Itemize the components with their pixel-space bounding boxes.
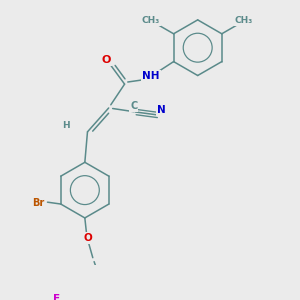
Text: O: O (83, 233, 92, 243)
Text: CH₃: CH₃ (142, 16, 160, 25)
Text: N: N (157, 105, 166, 116)
Text: Br: Br (32, 198, 44, 208)
Text: CH₃: CH₃ (235, 16, 253, 25)
Text: F: F (53, 294, 60, 300)
Text: C: C (130, 101, 137, 111)
Text: NH: NH (142, 71, 160, 81)
Text: O: O (101, 55, 111, 65)
Text: H: H (62, 121, 70, 130)
